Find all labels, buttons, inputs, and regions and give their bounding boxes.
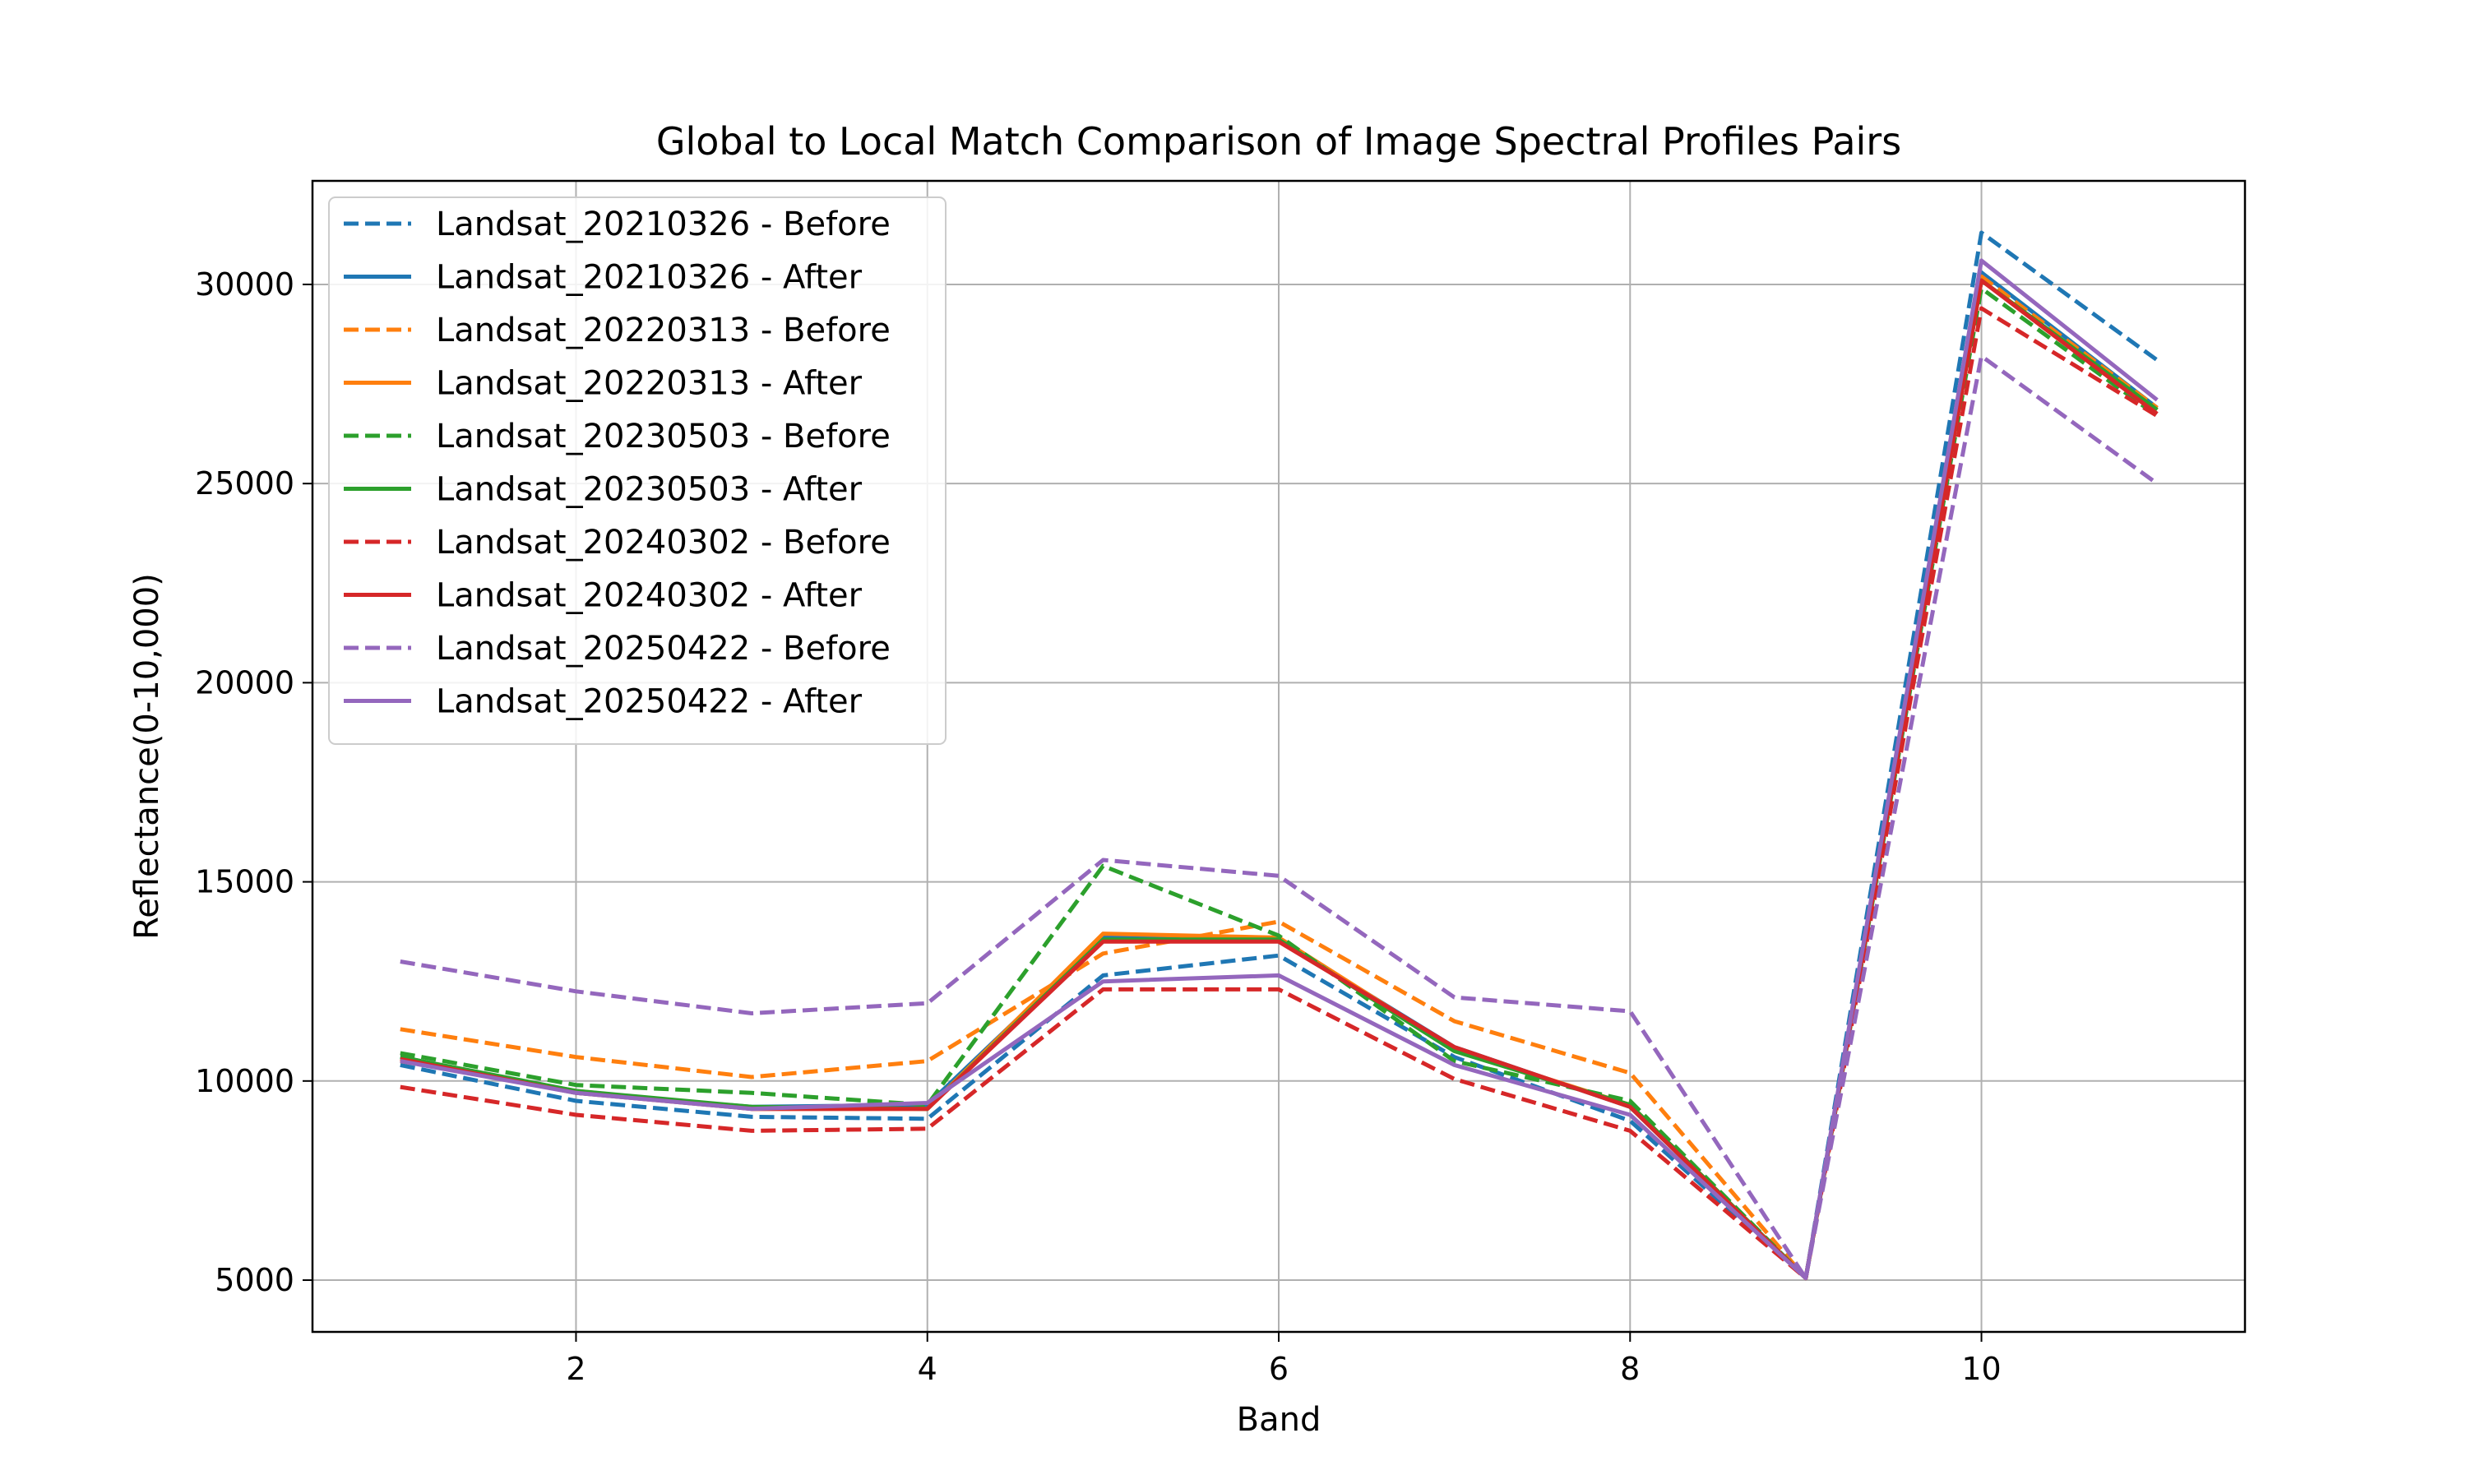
legend-label: Landsat_20250422 - Before	[436, 630, 891, 668]
x-tick-label: 4	[918, 1351, 937, 1387]
legend-label: Landsat_20230503 - Before	[436, 418, 891, 455]
y-axis-label: Reflectance(0-10,000)	[128, 573, 166, 940]
legend-label: Landsat_20210326 - Before	[436, 206, 891, 243]
y-tick-label: 30000	[195, 266, 294, 303]
legend-label: Landsat_20240302 - After	[436, 577, 863, 615]
y-tick-label: 5000	[215, 1262, 294, 1298]
legend: Landsat_20210326 - Before Landsat_2021032…	[328, 196, 947, 745]
x-axis-label: Band	[1237, 1401, 1321, 1439]
chart-title: Global to Local Match Comparison of Imag…	[656, 119, 1901, 164]
series-line-10	[400, 258, 2159, 1281]
x-tick-label: 10	[1961, 1351, 2001, 1387]
legend-label: Landsat_20240302 - Before	[436, 524, 891, 562]
legend-box	[328, 196, 947, 745]
x-tick-label: 6	[1269, 1351, 1289, 1387]
legend-label: Landsat_20220313 - After	[436, 365, 863, 403]
x-tick-label: 2	[566, 1351, 586, 1387]
legend-label: Landsat_20230503 - After	[436, 471, 863, 509]
legend-label: Landsat_20210326 - After	[436, 259, 863, 297]
y-tick-label: 20000	[195, 664, 294, 700]
series-line-9	[400, 354, 2159, 1281]
x-tick-label: 8	[1620, 1351, 1640, 1387]
tick-layer: 2 4 6 8 10 5000 10000 15000 20000 25000 30000	[195, 266, 2002, 1387]
series-layer	[400, 230, 2159, 1281]
legend-label: Landsat_20250422 - After	[436, 683, 863, 721]
y-tick-label: 15000	[195, 864, 294, 900]
y-tick-label: 10000	[195, 1063, 294, 1099]
y-tick-label: 25000	[195, 465, 294, 502]
legend-label: Landsat_20220313 - Before	[436, 312, 891, 349]
